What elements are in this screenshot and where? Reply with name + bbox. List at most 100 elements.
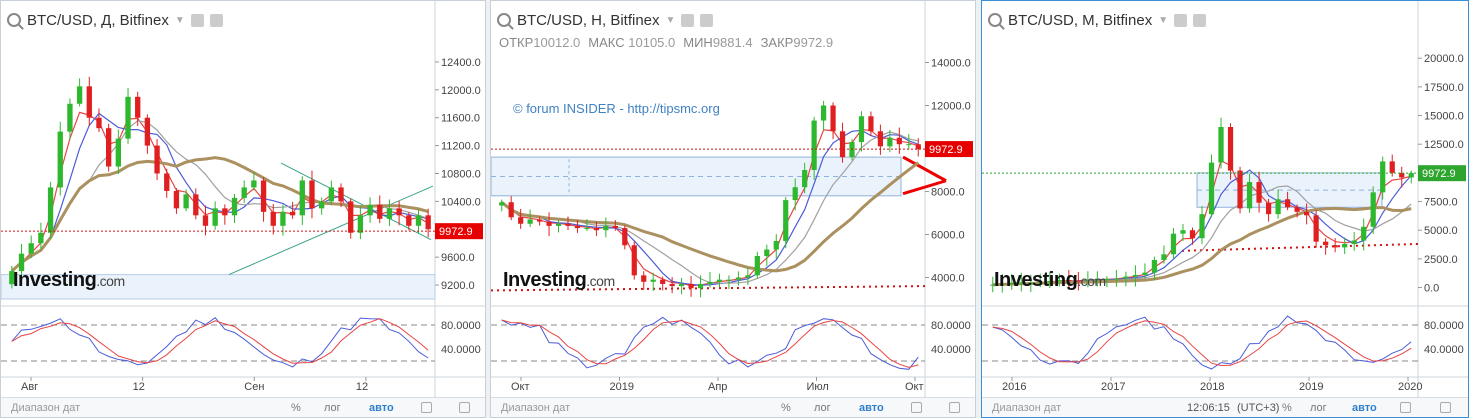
candle — [28, 235, 34, 259]
candle — [270, 203, 276, 235]
last-price-tag — [925, 141, 973, 158]
candle — [678, 278, 685, 295]
ohlc-readout: ОТКР10012.0 МАКС 10105.0 МИН9881.4 ЗАКР9… — [499, 35, 834, 50]
candle — [231, 193, 238, 223]
y-tick-label: 10400.0 — [441, 196, 481, 208]
close-icon[interactable] — [209, 13, 223, 27]
chart-panel-monthly[interactable]: 20000.017500.015000.012500.010000.07500.… — [981, 0, 1469, 418]
candle — [1151, 256, 1158, 281]
gear-icon[interactable] — [911, 402, 922, 413]
close-icon[interactable] — [1193, 13, 1207, 27]
stoch-k-line — [992, 315, 1412, 370]
gear-icon[interactable] — [421, 402, 432, 413]
date-range-button[interactable]: Диапазон дат — [11, 402, 81, 414]
trendline-lower — [228, 185, 434, 276]
chevron-down-icon[interactable]: ▼ — [1158, 14, 1169, 26]
candle — [688, 275, 694, 297]
x-tick-label: Июл — [807, 381, 829, 393]
stoch-k-line — [11, 317, 429, 368]
chart-header: BTC/USD, Н, Bitfinex ▼ — [497, 7, 714, 33]
gear-icon[interactable] — [1400, 402, 1411, 413]
settings-icon[interactable] — [681, 13, 695, 27]
candle — [631, 241, 637, 280]
candle — [887, 129, 893, 153]
log-toggle[interactable]: лог — [814, 402, 831, 414]
stoch-d-line — [992, 320, 1412, 367]
close-icon[interactable] — [700, 13, 714, 27]
stoch-d-line — [11, 318, 429, 364]
y-tick-label: 17500.0 — [1424, 82, 1464, 94]
ema-fast-line — [501, 128, 919, 287]
candle — [241, 180, 247, 204]
y-tick-label: 12000.0 — [441, 85, 481, 97]
y-tick-label: 9600.0 — [441, 252, 475, 264]
chart-canvas-daily[interactable]: 12400.0 12000.0 11600.0 11200.0 10800.0 10400… — [1, 1, 486, 418]
candle — [906, 133, 912, 150]
candle — [1399, 166, 1405, 188]
forum-watermark: © forum INSIDER - http://tipsmc.org — [513, 101, 720, 116]
candle — [546, 212, 552, 237]
percent-toggle[interactable]: % — [1282, 402, 1292, 414]
candle — [1094, 271, 1100, 287]
search-icon[interactable] — [988, 13, 1002, 27]
date-range-button[interactable]: Диапазон дат — [992, 402, 1062, 414]
expand-icon[interactable] — [1440, 402, 1451, 413]
x-tick-label: 2018 — [1200, 381, 1224, 393]
support-zone — [1, 274, 436, 300]
chart-canvas-weekly[interactable]: 14000.012000.010000.08000.06000.04000.09… — [491, 1, 976, 418]
candle — [1018, 272, 1024, 292]
candle — [1009, 274, 1015, 290]
candle — [593, 221, 600, 237]
percent-toggle[interactable]: % — [781, 402, 791, 414]
candle — [1056, 273, 1062, 287]
last-price-label: 9972.9 — [439, 226, 473, 238]
candle — [1294, 204, 1300, 218]
chart-panel-weekly[interactable]: 14000.012000.010000.08000.06000.04000.09… — [490, 0, 976, 418]
candle — [357, 205, 364, 240]
oscillator-tick-label: 80.0000 — [441, 320, 481, 332]
settings-icon[interactable] — [1174, 13, 1188, 27]
chart-canvas-monthly[interactable]: 20000.017500.015000.012500.010000.07500.… — [982, 1, 1469, 418]
log-toggle[interactable]: лог — [324, 402, 341, 414]
date-range-button[interactable]: Диапазон дат — [501, 402, 571, 414]
candle — [612, 220, 618, 231]
search-icon[interactable] — [497, 13, 511, 27]
candle — [338, 183, 344, 208]
candle — [260, 177, 267, 222]
chart-panel-daily[interactable]: 12400.0 12000.0 11600.0 11200.0 10800.0 10400… — [0, 0, 486, 418]
expand-icon[interactable] — [459, 402, 470, 413]
investing-logo: Investing.com — [503, 269, 615, 291]
candle — [669, 277, 675, 294]
log-toggle[interactable]: лог — [1310, 402, 1327, 414]
candle — [745, 268, 751, 285]
candle — [1066, 270, 1072, 290]
candle — [764, 244, 770, 266]
auto-toggle[interactable]: авто — [859, 402, 884, 414]
candle — [299, 176, 305, 226]
candle — [1361, 218, 1367, 251]
candle — [735, 271, 742, 286]
search-icon[interactable] — [7, 13, 21, 27]
x-tick-label: 12 — [356, 381, 368, 393]
chart-footer: Диапазон дат % лог авто — [1, 397, 485, 417]
candle — [1218, 117, 1224, 169]
y-tick-label: 9200.0 — [441, 280, 475, 292]
candle — [386, 199, 393, 227]
auto-toggle[interactable]: авто — [1352, 402, 1377, 414]
chevron-down-icon[interactable]: ▼ — [665, 14, 676, 26]
candle — [1189, 227, 1196, 245]
candle — [830, 102, 836, 140]
auto-toggle[interactable]: авто — [369, 402, 394, 414]
candle — [125, 88, 131, 144]
expand-icon[interactable] — [949, 402, 960, 413]
investing-logo: Investing.com — [994, 269, 1106, 291]
clock-timezone: (UTC+3) — [1237, 402, 1280, 414]
chevron-down-icon[interactable]: ▼ — [174, 14, 185, 26]
candle — [1123, 271, 1129, 287]
candle — [1104, 276, 1110, 287]
candle — [603, 217, 609, 238]
candle — [406, 212, 412, 231]
candle — [565, 216, 571, 230]
settings-icon[interactable] — [190, 13, 204, 27]
percent-toggle[interactable]: % — [291, 402, 301, 414]
